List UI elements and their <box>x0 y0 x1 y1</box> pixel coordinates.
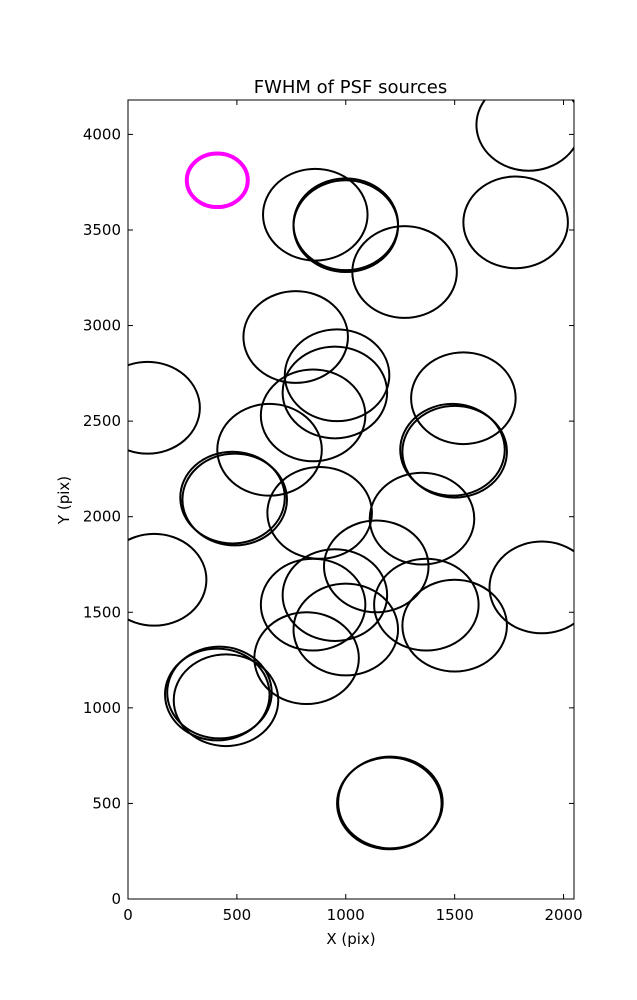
psf-source-circle <box>281 345 389 440</box>
x-tick-label: 1000 <box>327 906 365 924</box>
x-axis-title: X (pix) <box>326 930 375 948</box>
psf-source-circle <box>166 645 273 740</box>
psf-source-circle <box>128 532 208 627</box>
psf-source-circle <box>262 167 369 262</box>
psf-source-circle <box>259 557 367 652</box>
highlight-source-circle <box>184 151 250 210</box>
plot-frame <box>127 99 575 900</box>
psf-source-circle <box>475 100 574 172</box>
psf-source-circle <box>181 452 288 547</box>
data-markers <box>128 100 574 851</box>
y-tick-label: 2500 <box>83 412 121 430</box>
psf-source-circle <box>259 368 367 463</box>
psf-source-circle <box>128 360 201 455</box>
y-tick-label: 3000 <box>83 317 121 335</box>
y-tick-label: 0 <box>111 890 121 908</box>
psf-source-circle <box>164 647 271 742</box>
y-axis-ticks: 0 500 1000 1500 2000 2500 3000 3500 4000 <box>83 125 574 908</box>
y-tick-label: 4000 <box>83 125 121 143</box>
psf-source-circle <box>488 540 574 635</box>
psf-source-circle <box>281 548 389 642</box>
psf-source-circle <box>401 578 508 673</box>
chart-title: FWHM of PSF sources <box>254 77 448 98</box>
psf-source-circle <box>216 402 323 497</box>
psf-source-circle <box>266 466 373 560</box>
psf-source-circle <box>179 450 286 545</box>
psf-source-circle <box>410 351 517 446</box>
y-axis-title: Y (pix) <box>55 476 73 525</box>
x-tick-label: 0 <box>123 906 133 924</box>
psf-source-circle <box>337 755 444 850</box>
y-tick-label: 1500 <box>83 603 121 621</box>
y-tick-label: 1000 <box>83 699 121 717</box>
psf-source-circle <box>399 402 506 497</box>
psf-source-circle <box>322 519 430 614</box>
x-axis-ticks: 0 500 1000 1500 2000 <box>123 100 583 924</box>
y-tick-label: 500 <box>92 794 121 812</box>
psf-source-circle <box>373 557 480 652</box>
psf-source-circle <box>401 404 508 499</box>
x-tick-label: 2000 <box>544 906 582 924</box>
psf-source-circle <box>292 177 400 272</box>
psf-source-circle <box>283 328 391 423</box>
psf-source-circle <box>462 175 569 270</box>
psf-source-circle <box>172 653 280 748</box>
psf-source-circle <box>368 471 476 566</box>
y-tick-label: 3500 <box>83 221 121 239</box>
y-tick-label: 2000 <box>83 508 121 526</box>
psf-source-circle <box>292 582 400 677</box>
x-tick-label: 500 <box>223 906 252 924</box>
x-tick-label: 1500 <box>436 906 474 924</box>
psf-source-circle <box>351 225 458 319</box>
psf-source-circle <box>242 290 349 384</box>
